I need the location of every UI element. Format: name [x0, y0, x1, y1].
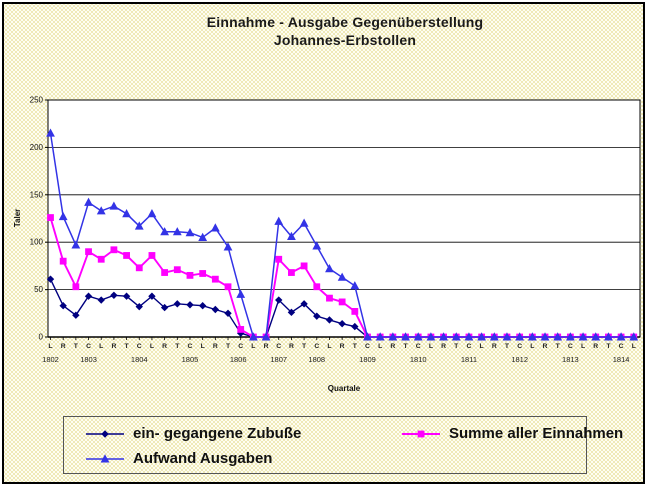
chart-title-line1: Einnahme - Ausgabe Gegenüberstellung [206, 14, 484, 30]
svg-text:100: 100 [30, 238, 44, 247]
svg-text:T: T [175, 343, 180, 350]
svg-text:T: T [403, 343, 408, 350]
chart-legend: ein- gegangene Zubuße Summe aller Einnah… [63, 416, 623, 474]
svg-text:1804: 1804 [131, 355, 148, 364]
svg-text:R: R [61, 343, 66, 350]
svg-text:1809: 1809 [359, 355, 376, 364]
svg-text:50: 50 [34, 285, 43, 294]
svg-text:L: L [201, 343, 205, 350]
chart-title: Einnahme - Ausgabe Gegenüberstellung Joh… [40, 13, 650, 49]
svg-text:T: T [125, 343, 130, 350]
svg-text:1806: 1806 [230, 355, 247, 364]
svg-text:C: C [276, 343, 281, 350]
svg-text:L: L [251, 343, 255, 350]
svg-text:1803: 1803 [80, 355, 97, 364]
svg-text:R: R [289, 343, 294, 350]
svg-text:C: C [568, 343, 573, 350]
svg-text:1807: 1807 [270, 355, 287, 364]
legend-label-einnahmen: Summe aller Einnahmen [449, 425, 624, 442]
svg-text:200: 200 [30, 143, 44, 152]
svg-text:150: 150 [30, 190, 44, 199]
svg-text:C: C [137, 343, 142, 350]
svg-text:L: L [327, 343, 331, 350]
svg-text:T: T [505, 343, 510, 350]
svg-text:Quartale: Quartale [328, 384, 361, 393]
svg-text:T: T [556, 343, 561, 350]
svg-text:R: R [390, 343, 395, 350]
svg-text:1802: 1802 [42, 355, 59, 364]
svg-text:C: C [314, 343, 319, 350]
svg-text:L: L [429, 343, 433, 350]
svg-text:R: R [543, 343, 548, 350]
svg-text:1811: 1811 [461, 355, 477, 364]
svg-text:R: R [162, 343, 167, 350]
svg-text:R: R [492, 343, 497, 350]
svg-text:T: T [74, 343, 79, 350]
svg-text:L: L [378, 343, 382, 350]
svg-text:R: R [111, 343, 116, 350]
svg-text:L: L [632, 343, 636, 350]
chart-title-line2: Johannes-Erbstollen [273, 32, 417, 49]
svg-text:T: T [606, 343, 611, 350]
legend-item-einnahmen: Summe aller Einnahmen [400, 425, 623, 442]
svg-text:L: L [99, 343, 103, 350]
svg-text:L: L [150, 343, 154, 350]
svg-text:C: C [416, 343, 421, 350]
svg-text:T: T [353, 343, 358, 350]
svg-text:L: L [530, 343, 534, 350]
svg-text:C: C [517, 343, 522, 350]
svg-text:T: T [302, 343, 307, 350]
legend-label-zubusse: ein- gegangene Zubuße [133, 425, 302, 442]
svg-text:C: C [619, 343, 624, 350]
legend-marker-square-icon [402, 430, 440, 437]
legend-item-aufwand: Aufwand Ausgaben [84, 450, 400, 467]
svg-text:1805: 1805 [182, 355, 199, 364]
svg-text:R: R [441, 343, 446, 350]
svg-text:L: L [581, 343, 585, 350]
svg-text:1814: 1814 [613, 355, 630, 364]
svg-text:1812: 1812 [511, 355, 528, 364]
legend-item-zubusse: ein- gegangene Zubuße [84, 425, 400, 442]
svg-text:Taler: Taler [13, 209, 22, 228]
legend-marker-diamond-icon [86, 429, 124, 438]
svg-text:R: R [340, 343, 345, 350]
svg-text:L: L [480, 343, 484, 350]
svg-text:C: C [86, 343, 91, 350]
svg-text:R: R [593, 343, 598, 350]
svg-text:0: 0 [39, 333, 44, 342]
legend-marker-triangle-icon [86, 453, 124, 462]
svg-text:1813: 1813 [562, 355, 579, 364]
svg-text:T: T [226, 343, 231, 350]
svg-text:250: 250 [30, 96, 44, 105]
svg-text:T: T [454, 343, 459, 350]
legend-label-aufwand: Aufwand Ausgaben [133, 450, 273, 467]
svg-text:C: C [238, 343, 243, 350]
svg-text:1808: 1808 [308, 355, 325, 364]
svg-text:1810: 1810 [410, 355, 427, 364]
svg-text:C: C [466, 343, 471, 350]
svg-text:R: R [213, 343, 218, 350]
svg-text:L: L [48, 343, 52, 350]
svg-text:R: R [264, 343, 269, 350]
svg-text:C: C [365, 343, 370, 350]
svg-text:C: C [188, 343, 193, 350]
